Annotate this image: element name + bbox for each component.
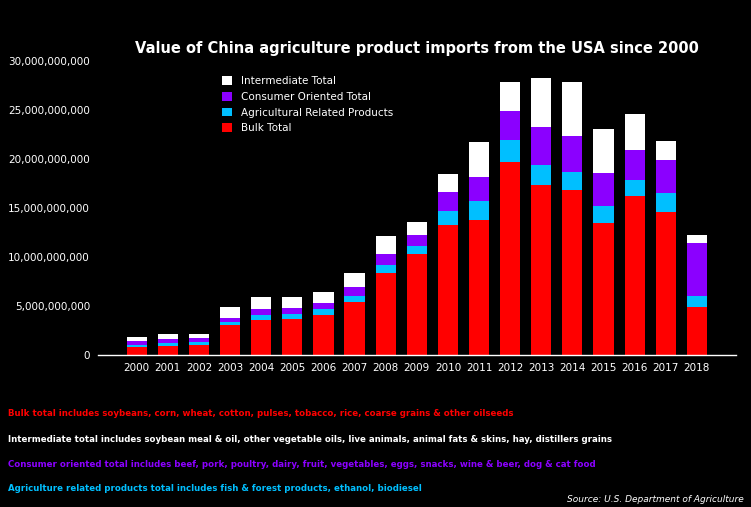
- Bar: [189, 338, 209, 342]
- Bar: [625, 150, 644, 180]
- Bar: [469, 220, 489, 355]
- Title: Value of China agriculture product imports from the USA since 2000: Value of China agriculture product impor…: [135, 41, 698, 55]
- Bar: [220, 307, 240, 318]
- Bar: [531, 186, 551, 355]
- Bar: [158, 343, 178, 346]
- Bar: [593, 129, 614, 172]
- Text: Agriculture related products total includes fish & forest products, ethanol, bio: Agriculture related products total inclu…: [8, 484, 421, 493]
- Bar: [500, 111, 520, 140]
- Bar: [313, 292, 333, 303]
- Bar: [376, 255, 396, 265]
- Bar: [469, 142, 489, 177]
- Bar: [220, 318, 240, 322]
- Bar: [531, 165, 551, 186]
- Bar: [656, 160, 676, 193]
- Bar: [376, 265, 396, 273]
- Text: Consumer oriented total includes beef, pork, poultry, dairy, fruit, vegetables, : Consumer oriented total includes beef, p…: [8, 460, 595, 469]
- Bar: [686, 296, 707, 307]
- Bar: [127, 337, 147, 341]
- Bar: [438, 173, 458, 192]
- Bar: [282, 314, 303, 318]
- Bar: [438, 211, 458, 225]
- Bar: [189, 334, 209, 338]
- Bar: [500, 162, 520, 355]
- Bar: [593, 206, 614, 223]
- Bar: [313, 315, 333, 355]
- Bar: [282, 308, 303, 314]
- Bar: [562, 83, 583, 136]
- Bar: [158, 346, 178, 355]
- Bar: [251, 315, 271, 319]
- Bar: [562, 136, 583, 171]
- Bar: [531, 78, 551, 127]
- Bar: [656, 193, 676, 212]
- Bar: [376, 236, 396, 255]
- Legend: Intermediate Total, Consumer Oriented Total, Agricultural Related Products, Bulk: Intermediate Total, Consumer Oriented To…: [218, 72, 397, 137]
- Bar: [127, 345, 147, 347]
- Bar: [656, 212, 676, 355]
- Bar: [376, 273, 396, 355]
- Bar: [345, 287, 365, 296]
- Bar: [251, 319, 271, 355]
- Bar: [220, 322, 240, 324]
- Bar: [220, 324, 240, 355]
- Bar: [469, 177, 489, 201]
- Bar: [407, 235, 427, 245]
- Text: Bulk total includes soybeans, corn, wheat, cotton, pulses, tobacco, rice, coarse: Bulk total includes soybeans, corn, whea…: [8, 409, 513, 418]
- Bar: [189, 345, 209, 355]
- Bar: [593, 172, 614, 206]
- Bar: [407, 245, 427, 254]
- Bar: [593, 223, 614, 355]
- Bar: [686, 235, 707, 243]
- Bar: [438, 225, 458, 355]
- Bar: [656, 141, 676, 160]
- Bar: [345, 302, 365, 355]
- Bar: [625, 114, 644, 150]
- Bar: [251, 309, 271, 315]
- Bar: [562, 190, 583, 355]
- Text: Intermediate total includes soybean meal & oil, other vegetable oils, live anima: Intermediate total includes soybean meal…: [8, 434, 611, 444]
- Bar: [407, 222, 427, 235]
- Bar: [438, 192, 458, 211]
- Bar: [407, 254, 427, 355]
- Y-axis label: U.S. Dollars: U.S. Dollars: [0, 173, 2, 242]
- Bar: [158, 339, 178, 343]
- Bar: [282, 318, 303, 355]
- Bar: [282, 297, 303, 308]
- Text: Source: U.S. Department of Agriculture: Source: U.S. Department of Agriculture: [567, 495, 743, 504]
- Bar: [500, 140, 520, 162]
- Bar: [189, 342, 209, 345]
- Bar: [686, 307, 707, 355]
- Bar: [686, 243, 707, 296]
- Bar: [345, 296, 365, 302]
- Bar: [251, 297, 271, 309]
- Bar: [127, 347, 147, 355]
- Bar: [562, 171, 583, 190]
- Bar: [625, 180, 644, 196]
- Bar: [500, 83, 520, 111]
- Bar: [625, 196, 644, 355]
- Bar: [158, 334, 178, 339]
- Bar: [313, 309, 333, 315]
- Bar: [127, 341, 147, 345]
- Bar: [345, 273, 365, 287]
- Bar: [313, 303, 333, 309]
- Bar: [469, 201, 489, 220]
- Bar: [531, 127, 551, 165]
